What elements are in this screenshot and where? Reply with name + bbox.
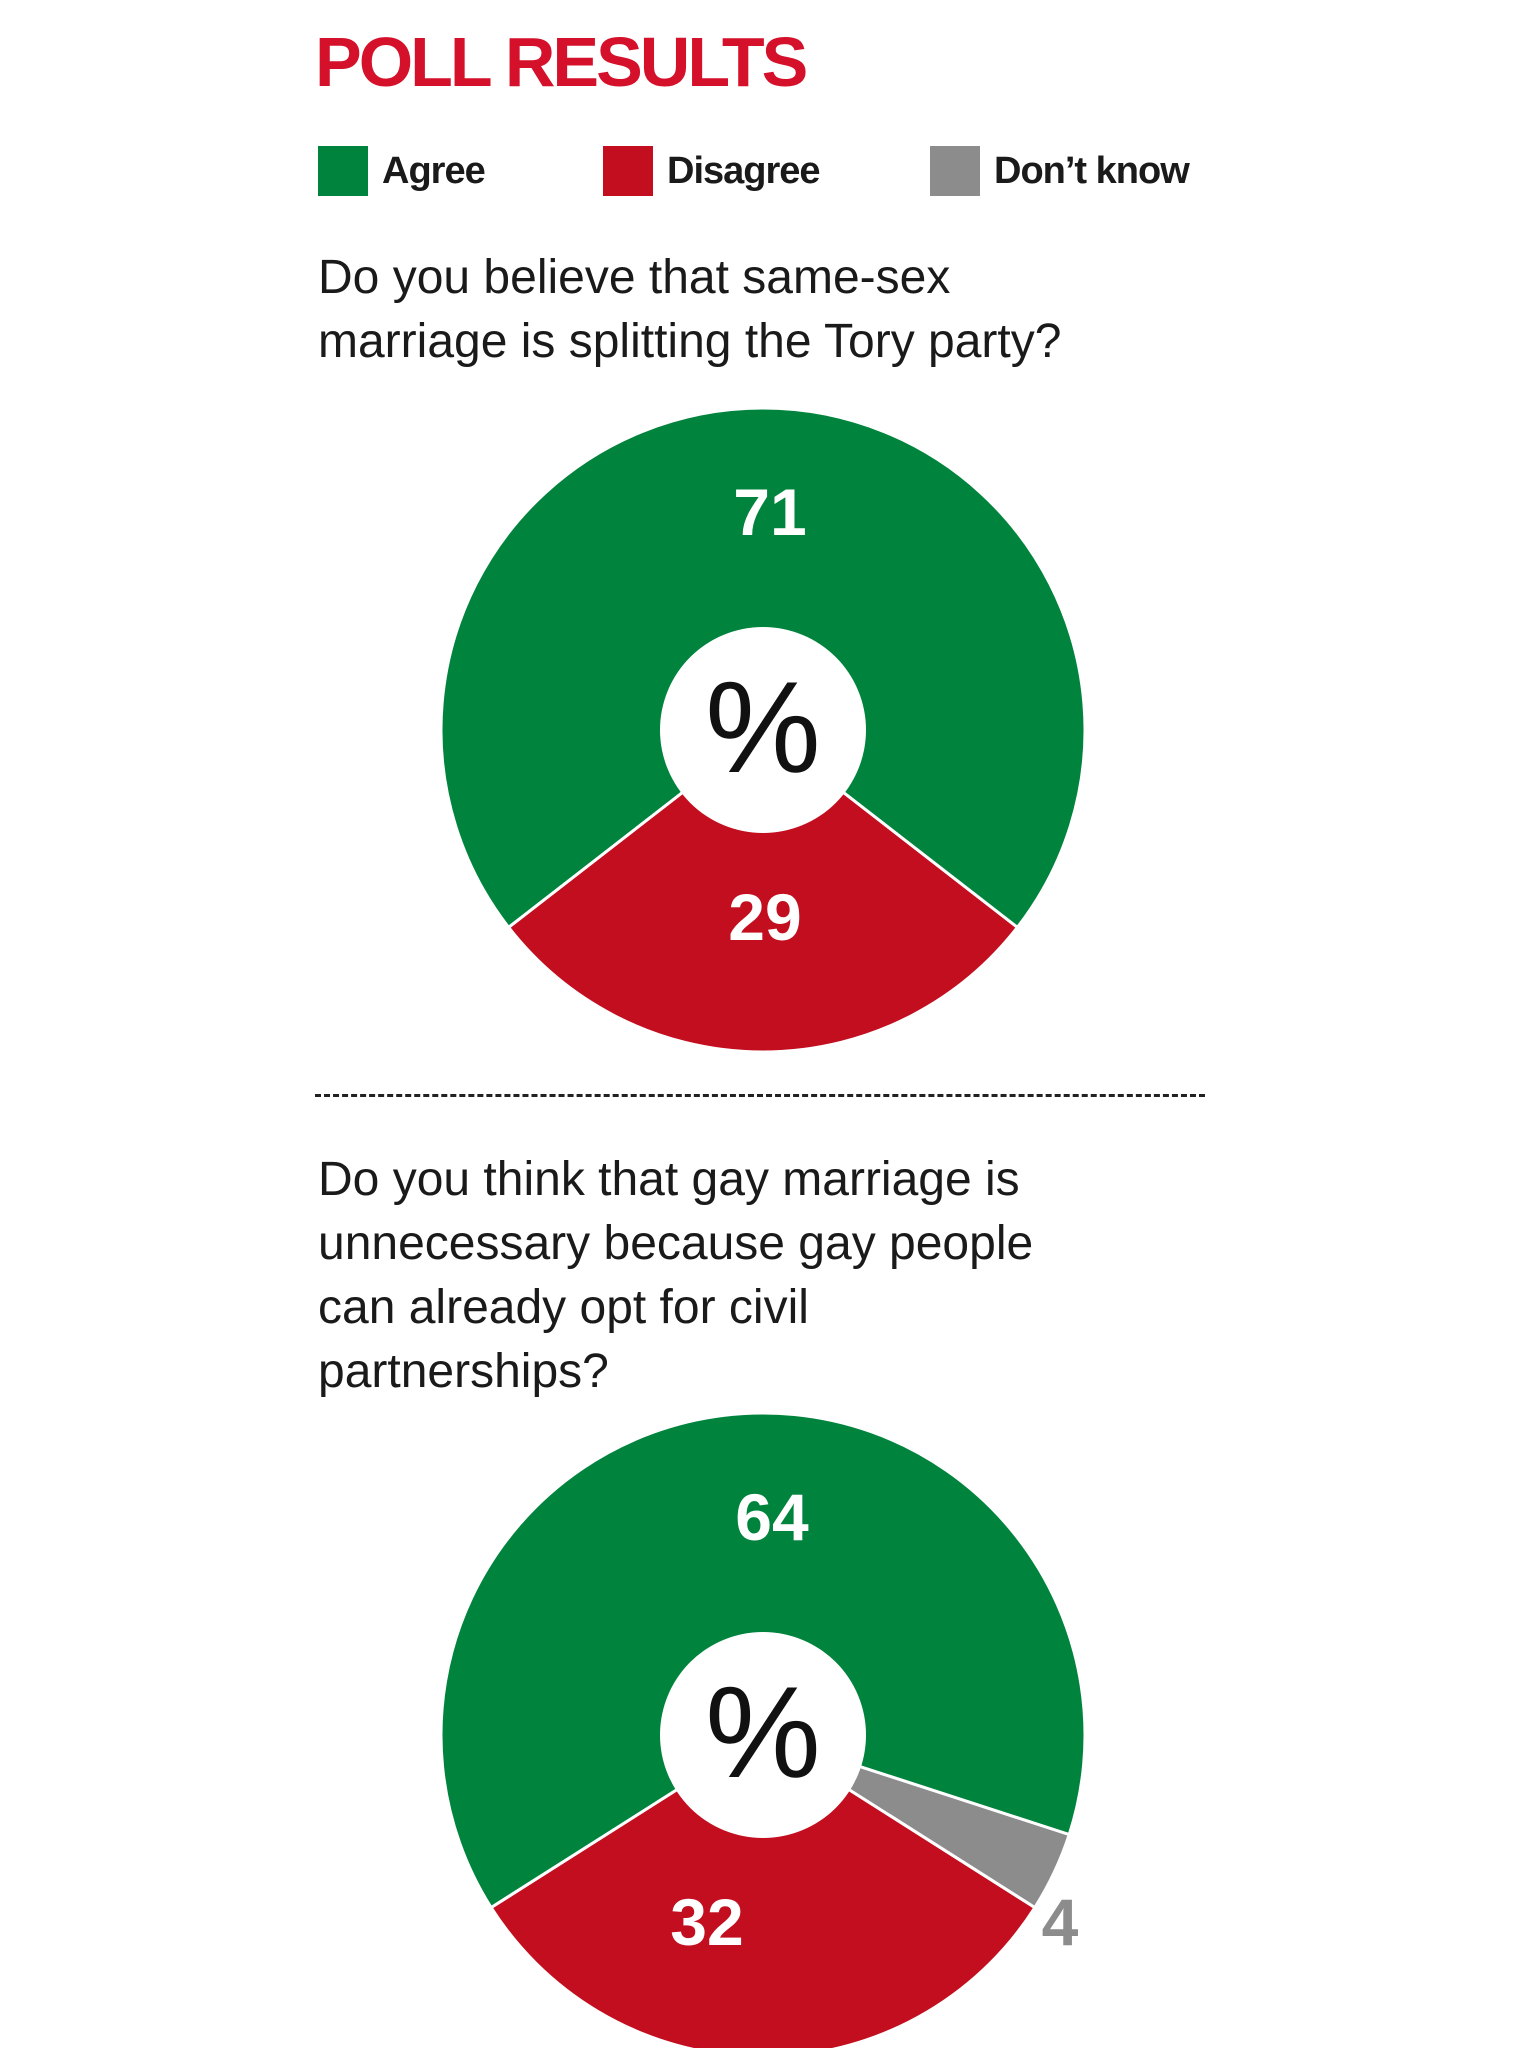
pie-chart-civil-partnerships: % 64 32 4 xyxy=(439,1411,1087,2048)
question-1-line: marriage is splitting the Tory party? xyxy=(318,315,1062,368)
question-1-line: Do you believe that same-sex xyxy=(318,251,951,304)
legend-swatch-dont-know xyxy=(930,146,980,196)
question-2-line: can already opt for civil xyxy=(318,1281,809,1334)
legend: Agree Disagree Don’t know xyxy=(318,146,1218,196)
legend-item-disagree: Disagree xyxy=(603,146,821,196)
legend-item-dont-know: Don’t know xyxy=(930,146,1190,196)
section-divider xyxy=(315,1094,1205,1097)
legend-label-dont-know: Don’t know xyxy=(994,149,1190,192)
legend-item-agree: Agree xyxy=(318,146,486,196)
pie-chart-splitting-party: % 71 29 xyxy=(439,406,1087,1054)
question-2-line: unnecessary because gay people xyxy=(318,1217,1034,1270)
page-title: POLL RESULTS xyxy=(315,23,808,101)
question-2-line: Do you think that gay marriage is xyxy=(318,1153,1020,1206)
pie-slice-disagree xyxy=(506,728,1020,1054)
pie-center-percent-sign: % xyxy=(705,654,821,800)
pie-value-label-agree: 64 xyxy=(735,1480,809,1554)
legend-label-agree: Agree xyxy=(382,149,486,192)
pie-center-hole xyxy=(660,627,866,833)
pie-value-label-disagree: 32 xyxy=(670,1885,743,1959)
pie-slice-disagree xyxy=(489,1733,1037,2048)
pie-center-percent-sign: % xyxy=(705,1659,821,1805)
pie-value-label-disagree: 29 xyxy=(728,880,801,954)
legend-label-disagree: Disagree xyxy=(667,149,821,192)
question-2: Do you think that gay marriage is unnece… xyxy=(318,1148,1268,1404)
pie-center-hole xyxy=(660,1632,866,1838)
legend-swatch-disagree xyxy=(603,146,653,196)
pie-value-label-agree: 71 xyxy=(733,475,806,549)
question-1: Do you believe that same-sex marriage is… xyxy=(318,246,1268,374)
question-2-line: partnerships? xyxy=(318,1345,609,1398)
pie-value-label-don-t-know: 4 xyxy=(1042,1885,1079,1959)
legend-swatch-agree xyxy=(318,146,368,196)
